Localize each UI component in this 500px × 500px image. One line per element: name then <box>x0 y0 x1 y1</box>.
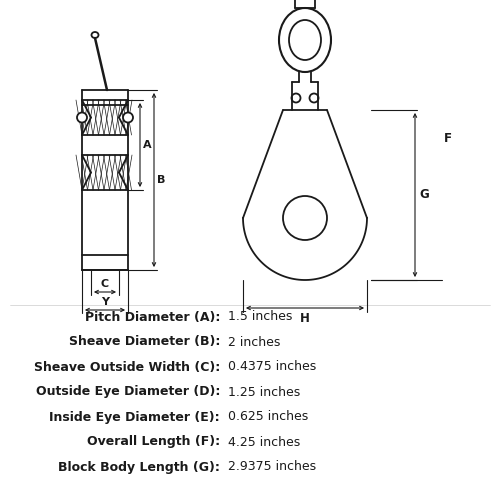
Text: 1.25 inches: 1.25 inches <box>228 386 300 398</box>
Text: Y: Y <box>101 297 109 307</box>
Text: 0.625 inches: 0.625 inches <box>228 410 308 424</box>
Circle shape <box>123 112 133 122</box>
Text: Sheave Outside Width (C):: Sheave Outside Width (C): <box>34 360 220 374</box>
Text: 2 inches: 2 inches <box>228 336 280 348</box>
Text: Pitch Diameter (A):: Pitch Diameter (A): <box>84 310 220 324</box>
Ellipse shape <box>279 8 331 72</box>
Text: G: G <box>419 188 429 202</box>
Text: Inside Eye Diameter (E):: Inside Eye Diameter (E): <box>50 410 220 424</box>
Text: Overall Length (F):: Overall Length (F): <box>87 436 220 448</box>
Text: C: C <box>101 279 109 289</box>
Text: Sheave Diameter (B):: Sheave Diameter (B): <box>68 336 220 348</box>
Circle shape <box>310 94 318 102</box>
Text: A: A <box>143 140 152 150</box>
Text: 0.4375 inches: 0.4375 inches <box>228 360 316 374</box>
Text: 1.5 inches: 1.5 inches <box>228 310 292 324</box>
Text: 2.9375 inches: 2.9375 inches <box>228 460 316 473</box>
Text: H: H <box>300 312 310 325</box>
Circle shape <box>292 94 300 102</box>
Text: F: F <box>444 132 452 144</box>
Ellipse shape <box>289 20 321 60</box>
Text: Outside Eye Diameter (D):: Outside Eye Diameter (D): <box>36 386 220 398</box>
Text: 4.25 inches: 4.25 inches <box>228 436 300 448</box>
Text: B: B <box>157 175 166 185</box>
Text: Block Body Length (G):: Block Body Length (G): <box>58 460 220 473</box>
Circle shape <box>77 112 87 122</box>
